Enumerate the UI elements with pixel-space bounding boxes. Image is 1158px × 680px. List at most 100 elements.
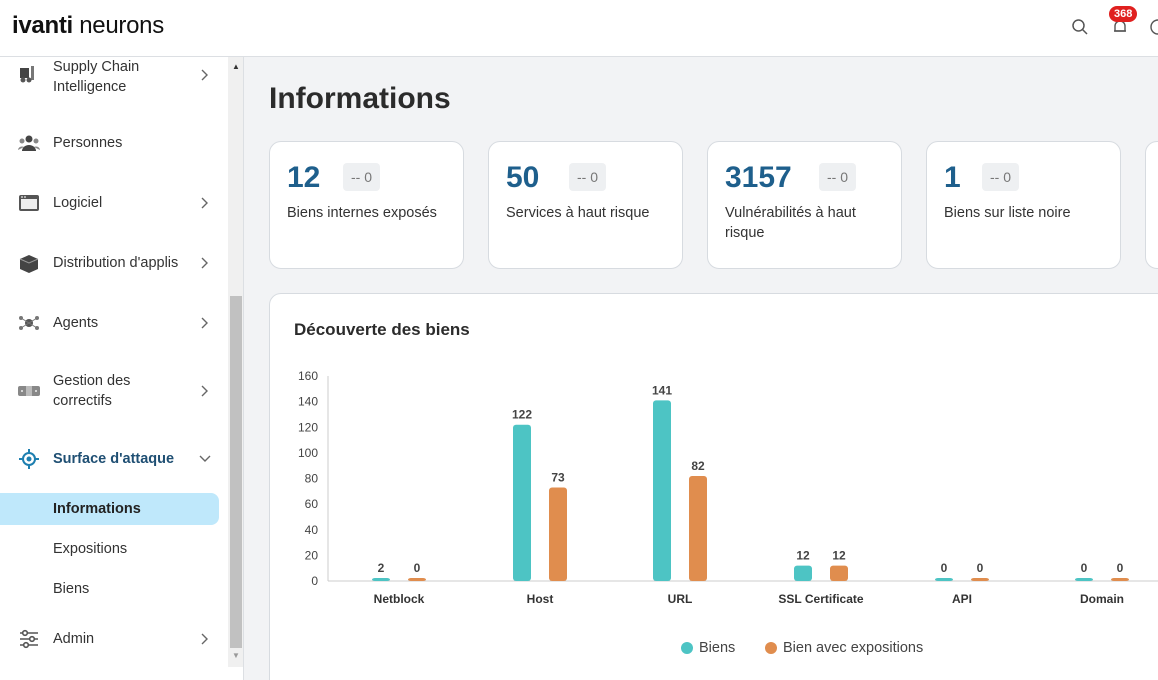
sidebar-item-surface-attaque[interactable]: Surface d'attaque: [0, 447, 228, 471]
x-tick-label: Netblock: [374, 592, 425, 606]
data-label: 82: [691, 459, 705, 473]
sidebar-item-agents[interactable]: Agents: [0, 311, 228, 335]
sidebar-item-label: Agents: [53, 315, 99, 331]
help-icon[interactable]: [1146, 15, 1158, 39]
y-tick-label: 40: [305, 523, 319, 537]
y-tick-label: 60: [305, 497, 319, 511]
stat-description: Vulnérabilités à haut risque: [725, 205, 856, 241]
y-tick-label: 100: [298, 446, 318, 460]
data-label: 0: [1117, 561, 1124, 575]
chart-panel: [269, 293, 1158, 680]
bar-biens: [653, 400, 671, 581]
sidebar-item-logiciel[interactable]: Logiciel: [0, 191, 228, 215]
stat-description: Services à haut risque: [506, 205, 650, 221]
stat-value: 1: [944, 161, 961, 194]
logo-brand: ivanti: [12, 12, 73, 39]
stat-card[interactable]: 1 -- 0 Biens sur liste noire: [926, 141, 1121, 269]
scroll-down-arrow-icon[interactable]: ▼: [232, 650, 240, 660]
sidebar-item-admin[interactable]: Admin: [0, 627, 228, 651]
y-tick-label: 140: [298, 395, 318, 409]
bar-expositions: [971, 578, 989, 581]
x-tick-label: SSL Certificate: [778, 592, 863, 606]
bar-biens: [794, 565, 812, 581]
data-label: 2: [378, 561, 385, 575]
app-distribution-icon: [17, 251, 41, 275]
x-tick-label: API: [952, 592, 972, 606]
x-tick-label: Host: [527, 592, 554, 606]
sidebar-item-personnes[interactable]: Personnes: [0, 131, 228, 155]
sidebar-item-label: Surface d'attaque: [53, 451, 175, 467]
sidebar-item-label: Admin: [53, 631, 95, 647]
scroll-up-arrow-icon[interactable]: ▲: [232, 61, 240, 71]
bar-expositions: [549, 487, 567, 581]
stat-value: 3157: [725, 161, 792, 194]
data-label: 0: [414, 561, 421, 575]
stat-card-partial[interactable]: [1145, 141, 1158, 269]
chevron-right-icon: [199, 69, 211, 81]
stat-card[interactable]: 50 -- 0 Services à haut risque: [488, 141, 683, 269]
people-icon: [17, 131, 41, 155]
sidebar-item-label: Gestion des correctifs: [53, 373, 131, 409]
stat-delta: -- 0: [343, 163, 380, 191]
bar-biens: [935, 578, 953, 581]
sidebar-subitem-expositions[interactable]: Expositions: [0, 533, 219, 565]
patch-management-icon: [17, 379, 41, 403]
sidebar-item-gestion-correctifs[interactable]: Gestion des correctifs: [0, 371, 228, 411]
stat-description: Biens sur liste noire: [944, 205, 1071, 221]
software-icon: [17, 191, 41, 215]
stat-delta: -- 0: [982, 163, 1019, 191]
sidebar-scroll-thumb[interactable]: [230, 296, 242, 648]
agents-icon: [17, 311, 41, 335]
chevron-right-icon: [199, 197, 211, 209]
x-tick-label: Domain: [1080, 592, 1124, 606]
chevron-down-icon: [199, 453, 211, 465]
y-tick-label: 160: [298, 369, 318, 383]
bar-biens: [1075, 578, 1093, 581]
stat-card[interactable]: 3157 -- 0 Vulnérabilités à haut risque: [707, 141, 902, 269]
legend-swatch: [681, 642, 693, 654]
search-icon[interactable]: [1068, 15, 1092, 39]
stat-card[interactable]: 12 -- 0 Biens internes exposés: [269, 141, 464, 269]
stat-delta: -- 0: [569, 163, 606, 191]
data-label: 0: [1081, 561, 1088, 575]
y-tick-label: 120: [298, 420, 318, 434]
logo-product: neurons: [72, 12, 164, 39]
chevron-right-icon: [199, 385, 211, 397]
data-label: 0: [941, 561, 948, 575]
page-title: Informations: [269, 82, 451, 115]
stat-value: 50: [506, 161, 540, 194]
attack-surface-icon: [17, 447, 41, 471]
data-label: 12: [832, 549, 846, 563]
legend-item-expositions[interactable]: Bien avec expositions: [765, 640, 923, 656]
data-label: 141: [652, 383, 672, 397]
supply-chain-icon: [17, 62, 41, 86]
stat-delta: -- 0: [819, 163, 856, 191]
bar-biens: [372, 578, 390, 581]
sidebar-subitem-label: Biens: [53, 581, 90, 597]
bar-expositions: [689, 475, 707, 581]
sidebar-subitem-informations[interactable]: Informations: [0, 493, 219, 525]
sidebar-subitem-biens[interactable]: Biens: [0, 573, 219, 605]
sidebar-item-label: Distribution d'applis: [53, 255, 179, 271]
sidebar-item-distribution[interactable]: Distribution d'applis: [0, 251, 228, 275]
y-tick-label: 20: [305, 548, 319, 562]
data-label: 73: [551, 470, 565, 484]
bar-expositions: [1111, 578, 1129, 581]
legend-label: Biens: [699, 640, 736, 656]
chevron-right-icon: [199, 633, 211, 645]
chart-title: Découverte des biens: [294, 320, 470, 339]
sidebar-item-supply-chain[interactable]: Supply Chain Intelligence: [0, 57, 228, 103]
legend-label: Bien avec expositions: [783, 640, 924, 656]
sidebar-subitem-label: Expositions: [53, 541, 128, 557]
legend-item-biens[interactable]: Biens: [681, 640, 735, 656]
stat-description: Biens internes exposés: [287, 205, 437, 221]
sidebar-item-label: Supply Chain Intelligence: [53, 59, 140, 95]
logo[interactable]: ivanti neurons: [12, 12, 164, 40]
sidebar-item-label: Logiciel: [53, 195, 103, 211]
y-tick-label: 0: [311, 574, 318, 588]
data-label: 122: [512, 408, 532, 422]
notification-badge: 368: [1109, 6, 1138, 22]
bar-expositions: [408, 578, 426, 581]
bar-expositions: [830, 565, 848, 581]
